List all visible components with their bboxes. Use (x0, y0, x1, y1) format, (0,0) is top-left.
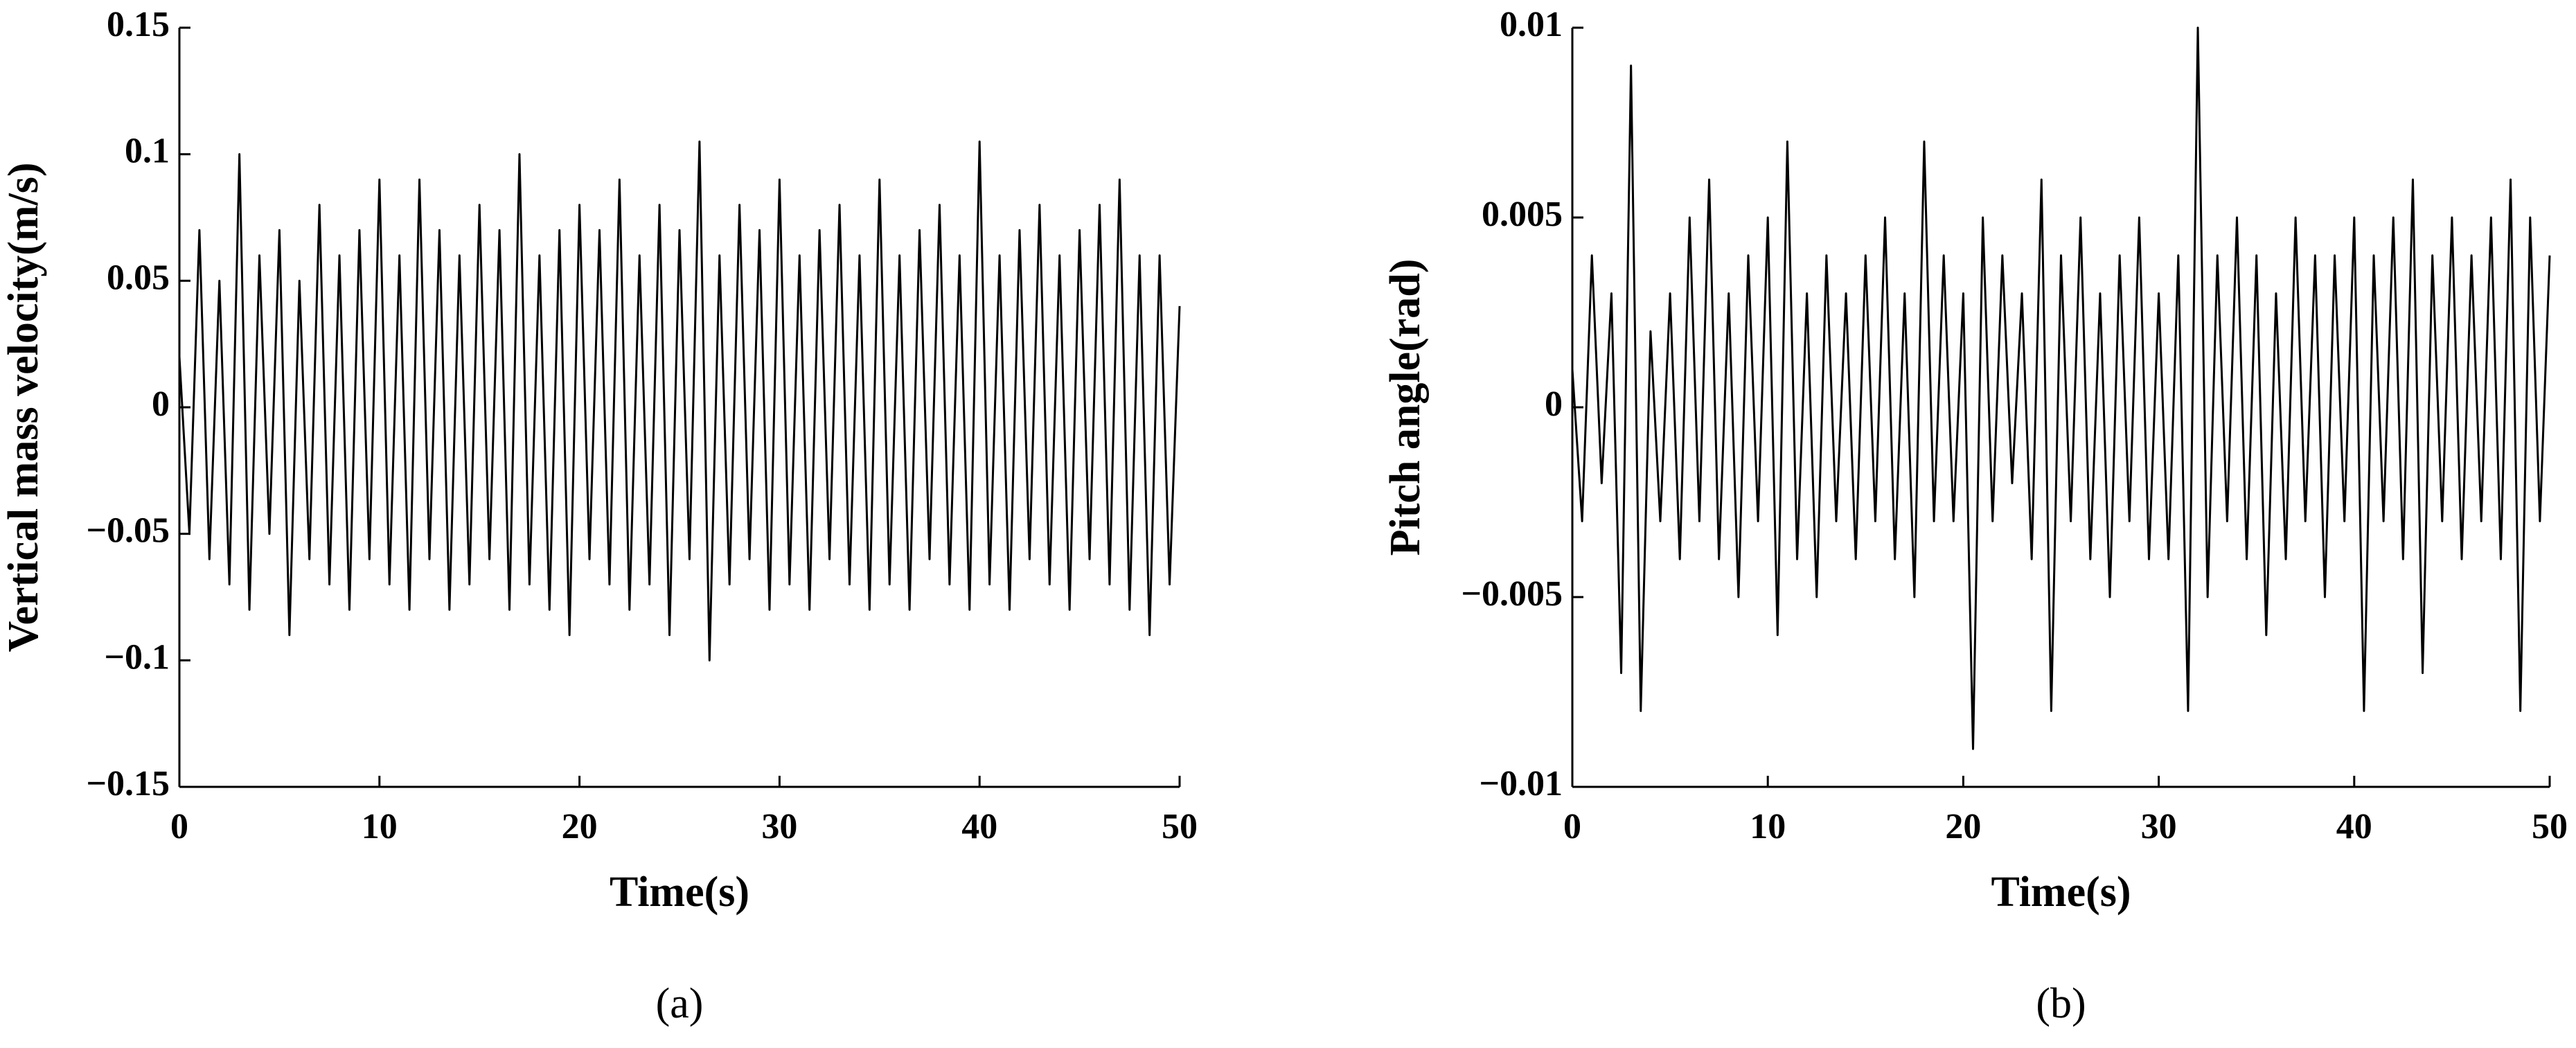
y-tick-label: −0.05 (86, 511, 170, 551)
x-tick-label: 10 (362, 807, 398, 846)
y-tick-label: 0.1 (125, 132, 170, 171)
x-tick-label: 30 (2141, 807, 2177, 846)
x-tick-label: 20 (562, 807, 598, 846)
signal-line (178, 140, 1181, 661)
caption: (b) (2036, 980, 2086, 1027)
y-tick-label: −0.005 (1461, 574, 1563, 614)
y-tick-label: −0.01 (1479, 764, 1563, 803)
y-axis-label: Pitch angle(rad) (1382, 259, 1429, 556)
x-axis-label: Time(s) (610, 869, 749, 916)
x-tick-label: 30 (761, 807, 797, 846)
x-tick-label: 0 (1563, 807, 1581, 846)
y-tick-label: −0.1 (104, 637, 170, 677)
y-tick-label: 0.15 (107, 5, 170, 44)
y-tick-label: 0.005 (1482, 195, 1563, 234)
y-axis-label: Vertical mass velocity(m/s) (0, 162, 47, 652)
x-axis-label: Time(s) (1991, 869, 2131, 916)
x-tick-label: 50 (2532, 807, 2568, 846)
x-tick-label: 40 (2336, 807, 2372, 846)
y-tick-label: 0 (152, 384, 170, 424)
y-tick-label: −0.15 (86, 764, 170, 803)
caption: (a) (656, 980, 704, 1027)
y-tick-label: 0.05 (107, 258, 170, 297)
x-tick-label: 10 (1750, 807, 1786, 846)
signal-line (1571, 26, 2551, 750)
x-tick-label: 40 (961, 807, 997, 846)
y-tick-label: 0.01 (1500, 5, 1563, 44)
x-tick-label: 50 (1162, 807, 1198, 846)
x-tick-label: 20 (1945, 807, 1981, 846)
y-tick-label: 0 (1545, 384, 1563, 424)
x-tick-label: 0 (170, 807, 188, 846)
